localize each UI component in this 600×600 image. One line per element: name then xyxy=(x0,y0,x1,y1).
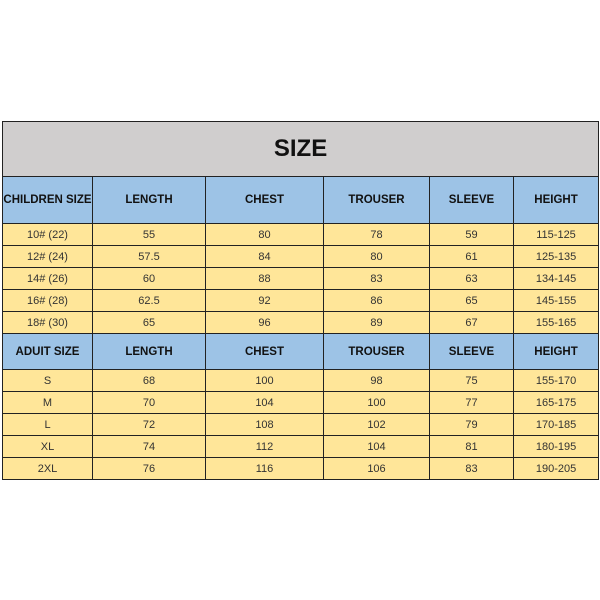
column-header: LENGTH xyxy=(92,333,206,370)
table-cell: 16# (28) xyxy=(2,289,93,312)
table-cell: 80 xyxy=(205,223,324,246)
table-cell: 14# (26) xyxy=(2,267,93,290)
table-cell: 74 xyxy=(92,435,206,458)
table-cell: 67 xyxy=(429,311,514,334)
table-cell: 70 xyxy=(92,391,206,414)
table-cell: 98 xyxy=(323,369,430,392)
table-cell: 72 xyxy=(92,413,206,436)
table-cell: 180-195 xyxy=(512,435,600,458)
table-cell: 116 xyxy=(205,457,324,480)
table-cell: M xyxy=(2,391,93,414)
column-header: SLEEVE xyxy=(429,333,514,370)
column-header: TROUSER xyxy=(323,176,430,224)
table-row: 10# (22) 55 80 78 59 115-125 xyxy=(2,223,600,246)
table-cell: 134-145 xyxy=(512,267,600,290)
column-header: CHEST xyxy=(205,333,324,370)
column-header: HEIGHT xyxy=(512,333,600,370)
table-row: XL 74 112 104 81 180-195 xyxy=(2,435,600,458)
column-header: CHEST xyxy=(205,176,324,224)
table-cell: 88 xyxy=(205,267,324,290)
size-chart-table: SIZE CHILDREN SIZE LENGTH CHEST TROUSER SLEE… xyxy=(1,121,600,480)
table-cell: 92 xyxy=(205,289,324,312)
table-row: 2XL 76 116 106 83 190-205 xyxy=(2,457,600,480)
table-cell: 68 xyxy=(92,369,206,392)
table-cell: 112 xyxy=(205,435,324,458)
column-header: SLEEVE xyxy=(429,176,514,224)
table-row: S 68 100 98 75 155-170 xyxy=(2,369,600,392)
table-cell: 84 xyxy=(205,245,324,268)
table-cell: 115-125 xyxy=(512,223,600,246)
table-cell: 100 xyxy=(205,369,324,392)
table-cell: 155-165 xyxy=(512,311,600,334)
table-cell: XL xyxy=(2,435,93,458)
table-row: 18# (30) 65 96 89 67 155-165 xyxy=(2,311,600,334)
table-cell: 86 xyxy=(323,289,430,312)
table-cell: 10# (22) xyxy=(2,223,93,246)
table-cell: 60 xyxy=(92,267,206,290)
column-header: CHILDREN SIZE xyxy=(2,176,93,224)
table-cell: 125-135 xyxy=(512,245,600,268)
table-cell: 77 xyxy=(429,391,514,414)
table-cell: 145-155 xyxy=(512,289,600,312)
table-cell: 55 xyxy=(92,223,206,246)
table-cell: 18# (30) xyxy=(2,311,93,334)
children-header-row: CHILDREN SIZE LENGTH CHEST TROUSER SLEEVE HEI… xyxy=(2,176,600,224)
table-cell: 57.5 xyxy=(92,245,206,268)
table-cell: 61 xyxy=(429,245,514,268)
table-cell: 83 xyxy=(429,457,514,480)
table-cell: 89 xyxy=(323,311,430,334)
table-cell: L xyxy=(2,413,93,436)
table-cell: 80 xyxy=(323,245,430,268)
table-cell: 96 xyxy=(205,311,324,334)
table-cell: 2XL xyxy=(2,457,93,480)
table-cell: 81 xyxy=(429,435,514,458)
table-cell: 165-175 xyxy=(512,391,600,414)
table-row: 12# (24) 57.5 84 80 61 125-135 xyxy=(2,245,600,268)
table-title: SIZE xyxy=(1,121,600,177)
table-row: 14# (26) 60 88 83 63 134-145 xyxy=(2,267,600,290)
table-cell: S xyxy=(2,369,93,392)
table-cell: 78 xyxy=(323,223,430,246)
table-cell: 155-170 xyxy=(512,369,600,392)
table-cell: 79 xyxy=(429,413,514,436)
table-cell: 65 xyxy=(92,311,206,334)
adult-header-row: ADUIT SIZE LENGTH CHEST TROUSER SLEEVE HEIGHT xyxy=(2,333,600,370)
table-cell: 106 xyxy=(323,457,430,480)
column-header: TROUSER xyxy=(323,333,430,370)
table-cell: 63 xyxy=(429,267,514,290)
table-cell: 190-205 xyxy=(512,457,600,480)
table-cell: 12# (24) xyxy=(2,245,93,268)
table-cell: 170-185 xyxy=(512,413,600,436)
table-cell: 102 xyxy=(323,413,430,436)
column-header: LENGTH xyxy=(92,176,206,224)
column-header: HEIGHT xyxy=(512,176,600,224)
table-cell: 75 xyxy=(429,369,514,392)
table-cell: 100 xyxy=(323,391,430,414)
table-cell: 65 xyxy=(429,289,514,312)
table-cell: 104 xyxy=(323,435,430,458)
table-cell: 83 xyxy=(323,267,430,290)
table-cell: 108 xyxy=(205,413,324,436)
table-cell: 59 xyxy=(429,223,514,246)
table-row: M 70 104 100 77 165-175 xyxy=(2,391,600,414)
table-cell: 104 xyxy=(205,391,324,414)
table-row: 16# (28) 62.5 92 86 65 145-155 xyxy=(2,289,600,312)
table-cell: 76 xyxy=(92,457,206,480)
table-cell: 62.5 xyxy=(92,289,206,312)
column-header: ADUIT SIZE xyxy=(2,333,93,370)
table-row: L 72 108 102 79 170-185 xyxy=(2,413,600,436)
